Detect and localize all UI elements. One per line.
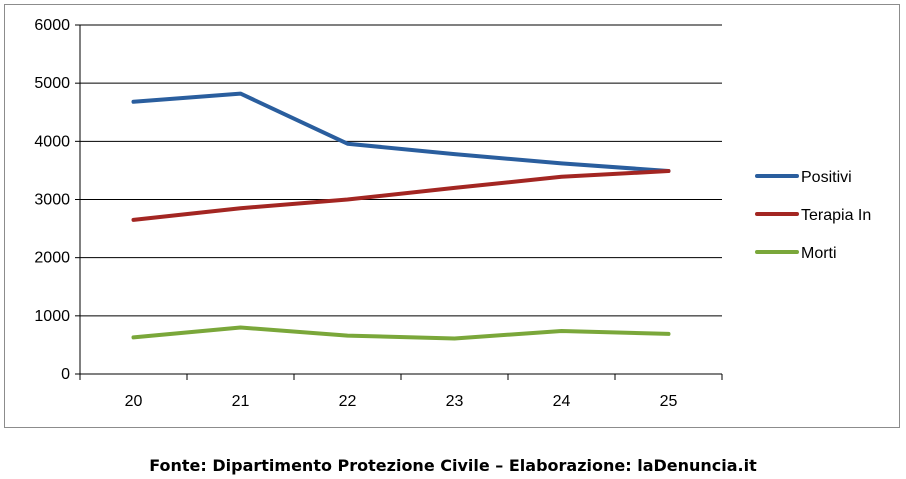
x-tick-label-24: 24 bbox=[553, 393, 571, 410]
x-tick-label-20: 20 bbox=[125, 393, 143, 410]
y-tick-label-1000: 1000 bbox=[34, 308, 70, 325]
x-tick-label-25: 25 bbox=[660, 393, 678, 410]
y-tick-label-3000: 3000 bbox=[34, 192, 70, 209]
y-tick-label-6000: 6000 bbox=[34, 17, 70, 34]
x-tick-label-21: 21 bbox=[232, 393, 250, 410]
line-chart: 0 1000 2000 3000 4000 5000 6000 20 21 22 23 24 25 P… bbox=[34, 17, 871, 410]
y-tick-label-2000: 2000 bbox=[34, 250, 70, 267]
legend: Positivi Terapia In Morti bbox=[755, 169, 871, 262]
x-tick-label-23: 23 bbox=[446, 393, 464, 410]
source-caption: Fonte: Dipartimento Protezione Civile – … bbox=[149, 456, 757, 475]
y-tick-label-4000: 4000 bbox=[34, 133, 70, 150]
y-tick-label-0: 0 bbox=[61, 366, 70, 383]
y-axis-tick-labels: 0 1000 2000 3000 4000 5000 6000 bbox=[34, 17, 70, 383]
gridlines bbox=[80, 24, 722, 317]
x-axis-tick-labels: 20 21 22 23 24 25 bbox=[125, 393, 678, 410]
series-line-morti bbox=[131, 325, 671, 341]
x-tick-label-22: 22 bbox=[339, 393, 357, 410]
legend-label-terapia-in: Terapia In bbox=[801, 207, 871, 224]
y-tick-label-5000: 5000 bbox=[34, 75, 70, 92]
series-line-positivi bbox=[131, 91, 671, 173]
series-line-terapia-in bbox=[131, 169, 671, 222]
legend-label-positivi: Positivi bbox=[801, 169, 852, 186]
legend-label-morti: Morti bbox=[801, 245, 837, 262]
series-lines bbox=[131, 91, 671, 341]
axes bbox=[75, 24, 723, 380]
